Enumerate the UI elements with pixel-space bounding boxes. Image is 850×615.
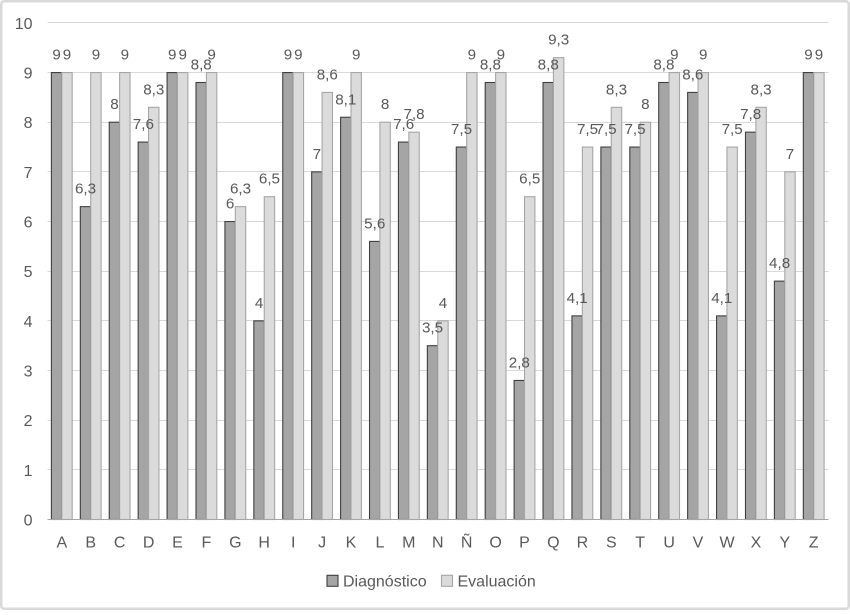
svg-text:Evaluación: Evaluación [458,574,536,591]
svg-text:7,5: 7,5 [624,121,645,138]
svg-text:9: 9 [24,66,33,83]
svg-text:7,8: 7,8 [740,106,761,123]
svg-text:9: 9 [699,47,707,64]
svg-text:10: 10 [15,16,33,33]
svg-text:8,8: 8,8 [653,56,674,73]
svg-text:8: 8 [641,96,649,113]
svg-text:8,8: 8,8 [538,56,559,73]
svg-text:0: 0 [24,513,33,530]
svg-text:9: 9 [294,47,302,64]
svg-text:H: H [258,535,270,552]
svg-text:G: G [229,535,241,552]
svg-text:9: 9 [804,47,812,64]
svg-text:3: 3 [24,364,33,381]
svg-text:5: 5 [24,264,33,281]
svg-text:9: 9 [670,47,678,64]
svg-text:9: 9 [121,47,129,64]
svg-text:9,3: 9,3 [548,32,569,49]
svg-text:I: I [291,535,295,552]
svg-text:8,6: 8,6 [317,66,338,83]
svg-text:7,5: 7,5 [596,121,617,138]
svg-text:1: 1 [24,463,33,480]
svg-text:8,3: 8,3 [606,81,627,98]
svg-text:9: 9 [815,47,823,64]
svg-text:7: 7 [24,165,33,182]
svg-text:M: M [402,535,415,552]
svg-text:E: E [172,535,183,552]
svg-text:9: 9 [207,47,215,64]
svg-text:7,5: 7,5 [577,121,598,138]
svg-text:6,3: 6,3 [75,181,96,198]
svg-text:Q: Q [547,535,559,552]
svg-text:4: 4 [439,295,447,312]
svg-text:R: R [577,535,589,552]
svg-text:3,5: 3,5 [422,320,443,337]
svg-text:6,3: 6,3 [230,181,251,198]
svg-text:7,5: 7,5 [722,121,743,138]
svg-text:9: 9 [497,47,505,64]
svg-text:U: U [663,535,675,552]
svg-text:5,6: 5,6 [364,215,385,232]
svg-text:A: A [56,535,67,552]
svg-text:8,6: 8,6 [682,66,703,83]
svg-text:2: 2 [24,413,33,430]
svg-text:9: 9 [468,47,476,64]
svg-text:8,8: 8,8 [480,56,501,73]
svg-text:C: C [114,535,126,552]
svg-text:8,8: 8,8 [191,56,212,73]
svg-text:8: 8 [381,96,389,113]
svg-text:N: N [432,535,444,552]
svg-text:Ñ: Ñ [461,532,473,552]
svg-text:Diagnóstico: Diagnóstico [343,574,427,591]
svg-text:7,6: 7,6 [393,116,414,133]
svg-text:7,6: 7,6 [133,116,154,133]
svg-text:V: V [693,535,704,552]
svg-text:9: 9 [52,47,60,64]
svg-text:9: 9 [178,47,186,64]
svg-text:9: 9 [92,47,100,64]
svg-text:F: F [202,535,212,552]
svg-text:Z: Z [809,535,819,552]
svg-text:4: 4 [24,314,33,331]
svg-text:J: J [318,535,326,552]
svg-text:6: 6 [226,196,234,213]
svg-text:7: 7 [786,146,794,163]
svg-text:K: K [346,535,357,552]
svg-text:7: 7 [313,146,321,163]
svg-text:7,8: 7,8 [403,106,424,123]
svg-text:L: L [375,535,384,552]
svg-text:4: 4 [255,295,263,312]
svg-text:6: 6 [24,215,33,232]
svg-text:4,1: 4,1 [711,290,732,307]
svg-text:D: D [143,535,155,552]
svg-text:8: 8 [24,115,33,132]
svg-text:4,8: 4,8 [769,255,790,272]
svg-text:Y: Y [779,535,790,552]
svg-text:9: 9 [352,47,360,64]
svg-text:8: 8 [110,96,118,113]
svg-text:7,5: 7,5 [451,121,472,138]
svg-text:O: O [489,535,501,552]
svg-text:8,3: 8,3 [751,81,772,98]
svg-text:2,8: 2,8 [509,354,530,371]
svg-text:B: B [85,535,96,552]
svg-text:W: W [719,535,735,552]
svg-text:4,1: 4,1 [567,290,588,307]
svg-text:S: S [606,535,617,552]
svg-text:6,5: 6,5 [519,171,540,188]
svg-text:T: T [635,535,645,552]
svg-text:P: P [519,535,530,552]
svg-text:6,5: 6,5 [259,171,280,188]
svg-text:9: 9 [168,47,176,64]
svg-text:9: 9 [284,47,292,64]
svg-text:X: X [751,535,762,552]
svg-text:8,3: 8,3 [143,81,164,98]
svg-text:8,1: 8,1 [335,91,356,108]
svg-text:9: 9 [63,47,71,64]
